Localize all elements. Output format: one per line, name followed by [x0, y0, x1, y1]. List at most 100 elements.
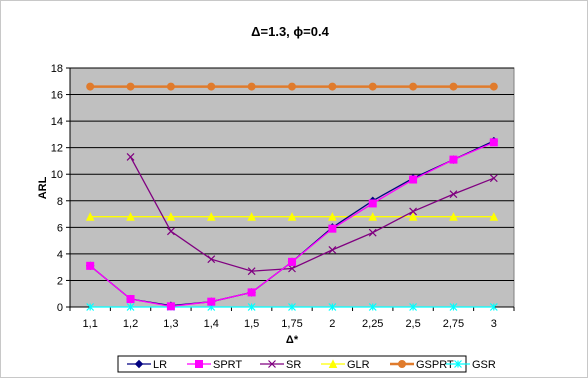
data-point-gsprt	[166, 82, 175, 91]
data-point-sprt	[368, 199, 377, 208]
y-tick-label: 16	[51, 90, 63, 102]
plot-area	[69, 67, 515, 308]
data-point-sprt	[86, 261, 95, 270]
data-point-sprt	[288, 257, 296, 266]
series-layer	[85, 82, 499, 311]
y-tick-label: 18	[51, 63, 63, 75]
data-point-sprt	[126, 295, 135, 304]
x-axis-label: Δ*	[286, 334, 299, 346]
data-point-sr	[409, 207, 418, 216]
data-point-glr	[328, 212, 337, 221]
data-point-sr	[328, 245, 337, 254]
legend-marker-lr	[134, 359, 144, 369]
data-point-gsprt	[247, 82, 256, 91]
data-point-sr	[126, 153, 135, 161]
x-tick-label: 3	[491, 318, 497, 330]
data-point-sr	[247, 267, 256, 276]
data-point-glr	[368, 212, 378, 221]
y-tick-label: 10	[51, 169, 63, 181]
series-sprt	[86, 138, 498, 311]
data-point-gsr	[368, 303, 377, 311]
data-point-gsprt	[207, 82, 216, 91]
legend-label-gsprt: GSPRT	[416, 359, 454, 371]
data-point-gsprt	[86, 82, 95, 91]
legend-marker-sprt	[195, 360, 203, 368]
data-point-glr	[247, 212, 256, 221]
data-point-glr	[489, 212, 499, 221]
data-point-gsprt	[409, 82, 418, 91]
y-tick-label: 12	[51, 143, 63, 155]
legend-label-glr: GLR	[347, 359, 370, 371]
chart-title: Δ=1.3, ϕ=0.4	[251, 24, 329, 39]
y-tick-label: 6	[57, 222, 63, 234]
data-point-gsr	[86, 303, 95, 311]
legend-marker-gsr	[454, 360, 462, 368]
data-point-sr	[166, 227, 175, 236]
data-point-glr	[408, 212, 418, 221]
legend-label-lr: LR	[153, 359, 167, 371]
data-point-sr	[368, 228, 377, 237]
y-tick-label: 8	[57, 196, 63, 208]
x-tick-label: 2	[329, 318, 335, 330]
data-point-gsprt	[126, 82, 135, 91]
legend-items: LR SPRT SR GLR GSPRT GSR	[127, 359, 496, 371]
x-tick-label: 1,75	[281, 318, 302, 330]
y-tick-label: 0	[57, 302, 63, 314]
data-point-gsr	[247, 303, 256, 311]
legend: LR SPRT SR GLR GSPRT GSR	[117, 355, 496, 373]
legend-marker-sr	[268, 360, 276, 368]
data-point-glr	[166, 212, 176, 221]
x-tick-label: 2,25	[362, 318, 383, 330]
data-point-gsr	[409, 303, 418, 311]
series-line-sr	[129, 156, 495, 272]
data-point-gsr	[288, 303, 296, 311]
x-tick-label: 1,4	[204, 318, 219, 330]
data-point-sprt	[409, 175, 418, 184]
x-tick-label: 1,3	[163, 318, 178, 330]
data-point-gsr	[489, 303, 498, 311]
data-point-gsprt	[489, 82, 498, 91]
data-point-glr	[206, 212, 216, 221]
legend-label-sr: SR	[286, 359, 301, 371]
data-point-gsr	[449, 303, 458, 311]
data-point-sprt	[247, 288, 256, 297]
x-tick-label: 1,5	[244, 318, 259, 330]
data-point-gsr	[328, 303, 337, 311]
data-point-glr	[449, 212, 458, 221]
legend-label-gsr: GSR	[472, 359, 496, 371]
series-gsprt	[86, 82, 498, 91]
data-point-gsr	[126, 303, 135, 311]
data-point-gsprt	[288, 82, 296, 91]
data-point-gsprt	[449, 82, 458, 91]
y-tick-label: 2	[57, 275, 63, 287]
data-point-sr	[288, 264, 296, 273]
data-point-sprt	[328, 224, 337, 233]
data-point-glr	[287, 212, 297, 221]
x-tick-label: 2,5	[405, 318, 420, 330]
data-point-sprt	[166, 302, 175, 311]
data-point-sr	[449, 190, 458, 199]
data-point-sr	[489, 174, 498, 183]
y-tick-label: 4	[57, 249, 63, 261]
series-sr	[126, 153, 498, 276]
data-point-gsprt	[368, 82, 377, 91]
x-tick-label: 1,2	[123, 318, 138, 330]
data-point-sprt	[207, 297, 216, 306]
x-tick-label: 2,75	[443, 318, 464, 330]
data-point-glr	[85, 212, 95, 221]
legend-label-sprt: SPRT	[213, 359, 242, 371]
data-point-gsprt	[328, 82, 337, 91]
legend-marker-gsprt	[398, 360, 406, 368]
data-point-sprt	[449, 155, 458, 164]
grid-lines	[70, 67, 514, 281]
data-point-sr	[207, 255, 216, 264]
data-point-sprt	[489, 138, 498, 147]
data-point-glr	[126, 212, 135, 221]
y-axis-label: ARL	[37, 176, 49, 199]
series-glr	[85, 212, 499, 221]
legend-marker-glr	[328, 359, 338, 368]
y-tick-label: 14	[51, 116, 63, 128]
x-tick-label: 1,1	[83, 318, 98, 330]
